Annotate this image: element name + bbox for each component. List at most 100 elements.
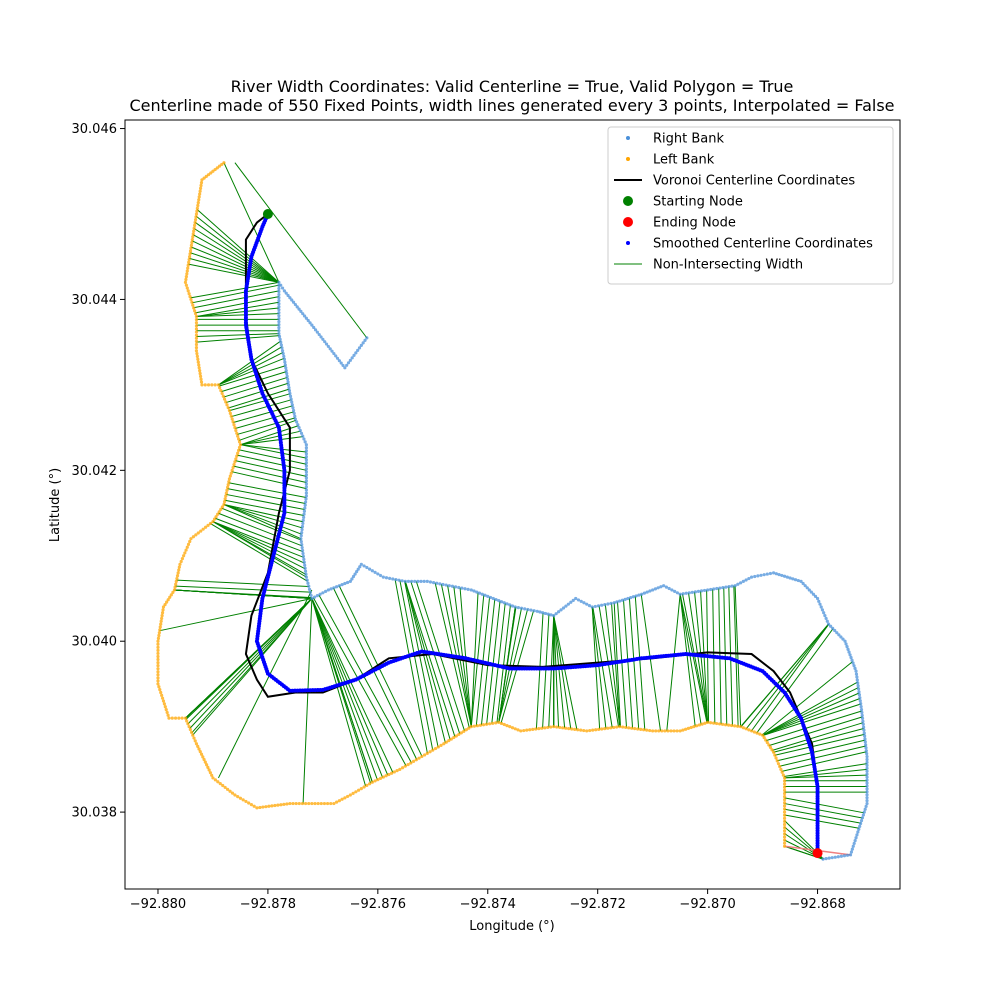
width-line	[496, 605, 511, 723]
right-bank-point	[836, 855, 840, 859]
right-bank-point	[302, 560, 306, 564]
right-bank-point	[370, 569, 374, 573]
right-bank-point	[827, 856, 831, 860]
right-bank-point	[801, 581, 805, 586]
width-line	[312, 597, 407, 766]
right-bank-point	[651, 588, 655, 592]
left-bank-point	[543, 726, 547, 730]
width-line	[318, 594, 412, 763]
right-bank-point	[753, 574, 757, 579]
left-bank-point	[454, 734, 458, 738]
right-bank-point	[557, 610, 561, 614]
right-bank-point	[865, 757, 869, 762]
right-bank-point	[304, 491, 308, 495]
left-bank-point	[172, 588, 177, 592]
right-bank-point	[283, 363, 287, 367]
right-bank-point	[865, 784, 869, 788]
width-line	[399, 580, 434, 751]
left-bank-point	[220, 391, 224, 396]
left-bank-point	[201, 527, 205, 531]
width-line	[196, 209, 280, 283]
right-bank-point	[351, 574, 356, 579]
width-line	[779, 745, 866, 767]
right-bank-point	[768, 571, 773, 576]
width-line	[784, 803, 863, 819]
width-line	[196, 335, 280, 343]
right-bank-point	[603, 602, 607, 607]
right-bank-point	[856, 684, 860, 688]
width-line	[781, 751, 867, 772]
legend-label: Right Bank	[653, 132, 724, 147]
right-bank-point	[826, 622, 831, 626]
left-bank-point	[186, 289, 190, 293]
width-line	[196, 301, 279, 318]
left-bank-point	[163, 602, 167, 607]
left-bank-point	[768, 745, 773, 750]
left-bank-point	[459, 731, 463, 735]
right-bank-point	[363, 338, 367, 342]
left-bank-point	[782, 826, 787, 830]
width-line	[228, 482, 307, 499]
right-bank-point	[304, 446, 308, 450]
width-line	[728, 586, 733, 726]
width-line	[548, 615, 555, 728]
y-tick-label: 30.038	[72, 806, 118, 821]
right-bank-point	[324, 342, 329, 346]
left-bank-point	[211, 776, 215, 780]
left-bank-point	[343, 796, 347, 800]
left-bank-point	[200, 383, 204, 387]
left-bank-point	[156, 660, 160, 665]
right-bank-point	[313, 328, 318, 332]
left-bank-point	[384, 774, 388, 778]
right-bank-point	[296, 423, 300, 427]
x-tick-label: −92.870	[679, 897, 735, 912]
width-line	[784, 797, 865, 814]
left-bank-point	[499, 721, 504, 726]
right-bank-point	[864, 746, 868, 750]
left-bank-point	[202, 176, 206, 180]
right-bank-point	[590, 605, 594, 609]
width-line	[762, 687, 859, 736]
right-bank-point	[307, 587, 312, 591]
right-bank-point	[466, 587, 470, 591]
left-bank-point	[184, 283, 188, 287]
width-line	[784, 814, 860, 829]
left-bank-point	[325, 801, 330, 806]
right-bank-point	[277, 326, 281, 330]
right-bank-point	[865, 801, 869, 806]
right-bank-point	[330, 349, 334, 353]
right-bank-point	[309, 593, 313, 598]
width-line	[227, 488, 306, 505]
left-bank-point	[436, 745, 440, 749]
left-bank-point	[645, 728, 649, 732]
left-bank-point	[197, 363, 201, 367]
left-bank-point	[156, 651, 160, 656]
left-bank-point	[351, 791, 355, 796]
left-bank-point	[558, 725, 562, 730]
left-bank-point	[198, 750, 202, 754]
right-bank-point	[475, 590, 479, 594]
right-bank-point	[438, 582, 442, 586]
left-bank-point	[467, 726, 471, 730]
right-bank-point	[861, 722, 865, 726]
left-bank-point	[186, 542, 191, 546]
right-bank-point	[337, 584, 341, 588]
left-bank-point	[782, 810, 787, 814]
left-bank-point	[505, 723, 509, 728]
left-bank-point	[208, 521, 213, 526]
left-bank-point	[159, 622, 163, 626]
right-bank-point	[304, 494, 308, 498]
right-bank-point	[277, 320, 281, 324]
right-bank-point	[541, 611, 545, 615]
left-bank-point	[180, 557, 185, 561]
right-bank-point	[491, 596, 495, 601]
left-bank-point	[475, 724, 479, 728]
left-bank-point	[739, 725, 743, 729]
right-bank-point	[365, 565, 369, 570]
left-bank-point	[161, 699, 166, 703]
right-bank-point	[283, 360, 287, 364]
right-bank-point	[860, 716, 865, 720]
right-bank-point	[332, 586, 336, 590]
left-bank-point	[525, 728, 529, 732]
left-bank-point	[174, 579, 178, 584]
